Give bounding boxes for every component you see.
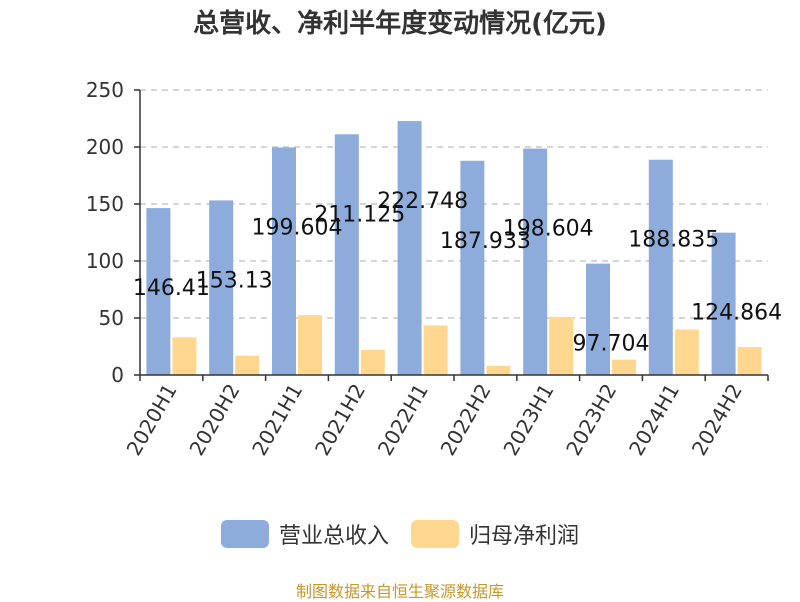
data-label: 199.604 (252, 215, 343, 240)
data-label: 187.933 (440, 229, 531, 254)
data-label: 198.604 (503, 217, 594, 242)
x-tick-label: 2024H2 (687, 380, 747, 460)
x-tick-label: 2021H2 (310, 380, 370, 460)
data-label: 188.835 (628, 228, 719, 253)
y-tick-label: 50 (99, 306, 124, 330)
y-tick-label: 0 (111, 363, 124, 387)
x-tick-label: 2020H2 (184, 380, 244, 460)
x-tick-label: 2021H1 (247, 380, 307, 460)
bar-profit[interactable] (360, 349, 385, 375)
bar-profit[interactable] (423, 325, 448, 375)
data-label: 124.864 (691, 301, 782, 326)
y-tick-label: 250 (86, 78, 124, 102)
source-note: 制图数据来自恒生聚源数据库 (295, 582, 504, 601)
bars (146, 121, 762, 375)
bar-revenue[interactable] (272, 147, 296, 375)
y-tick-label: 200 (86, 135, 124, 159)
bar-profit[interactable] (486, 365, 511, 375)
x-tick-label: 2020H1 (122, 380, 182, 460)
bar-revenue[interactable] (648, 159, 673, 375)
data-label: 153.13 (196, 268, 273, 293)
x-tick-label: 2023H2 (561, 380, 621, 460)
bar-profit[interactable] (737, 347, 762, 375)
data-label: 222.748 (377, 189, 468, 214)
bar-profit[interactable] (549, 316, 574, 375)
bar-profit[interactable] (612, 359, 636, 375)
bar-revenue[interactable] (523, 148, 548, 375)
bar-profit[interactable] (298, 315, 322, 375)
bar-revenue[interactable] (460, 160, 485, 375)
x-tick-label: 2022H1 (373, 380, 433, 460)
y-tick-label: 150 (86, 192, 124, 216)
data-label: 97.704 (573, 332, 650, 357)
legend-swatch-profit (411, 520, 459, 548)
grid-lines (140, 89, 768, 319)
chart-title: 总营收、净利半年度变动情况(亿元) (193, 9, 607, 39)
bar-revenue[interactable] (146, 208, 171, 375)
bar-revenue[interactable] (209, 200, 234, 375)
legend: 营业总收入 归母净利润 (0, 518, 800, 550)
bar-profit[interactable] (235, 355, 260, 375)
y-tick-label: 100 (86, 249, 124, 273)
bar-profit[interactable] (674, 329, 699, 375)
bar-revenue[interactable] (711, 232, 736, 375)
x-tick-label: 2023H1 (498, 380, 558, 460)
legend-label-revenue: 营业总收入 (278, 524, 389, 549)
x-tick-label: 2024H1 (624, 380, 684, 460)
legend-swatch-revenue (220, 520, 269, 548)
data-label: 211.125 (314, 202, 405, 227)
bar-revenue[interactable] (334, 134, 359, 375)
legend-item-revenue[interactable]: 营业总收入 (220, 518, 389, 550)
data-label: 146.41 (133, 276, 210, 301)
x-tick-label: 2022H2 (436, 380, 496, 460)
legend-label-profit: 归母净利润 (469, 524, 580, 549)
legend-item-profit[interactable]: 归母净利润 (411, 518, 579, 550)
bar-revenue[interactable] (586, 263, 610, 375)
bar-profit[interactable] (172, 337, 197, 375)
bar-revenue[interactable] (397, 121, 422, 375)
